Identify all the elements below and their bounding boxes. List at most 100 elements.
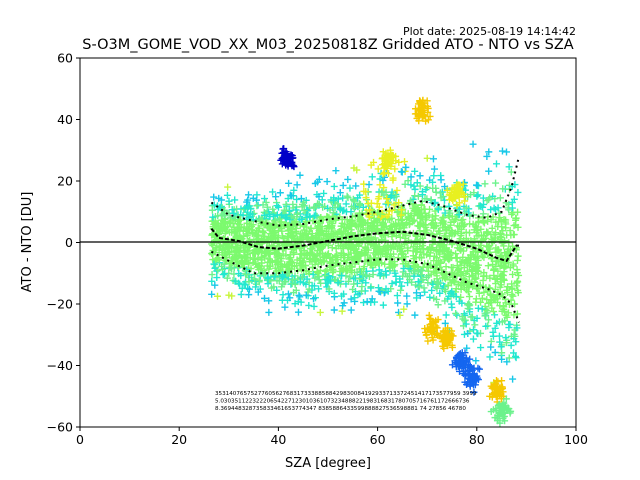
data-point (450, 188, 458, 196)
data-point (412, 248, 420, 256)
data-point (330, 182, 338, 190)
data-point (282, 245, 290, 253)
data-point (293, 210, 301, 218)
data-point (342, 200, 350, 208)
data-point (260, 211, 268, 219)
data-point (318, 196, 326, 204)
data-point (510, 222, 518, 230)
data-point (495, 218, 503, 226)
data-point (282, 213, 290, 221)
data-point (240, 260, 248, 268)
data-point (262, 198, 270, 206)
data-point (414, 222, 422, 230)
data-point (513, 324, 521, 332)
data-point (448, 268, 456, 276)
data-point (336, 267, 344, 275)
data-point (296, 233, 304, 241)
data-point (484, 262, 492, 270)
data-point (470, 278, 478, 286)
data-point (332, 245, 340, 253)
data-point (505, 354, 513, 362)
data-point (287, 257, 295, 265)
data-point (208, 271, 216, 279)
data-point (338, 249, 346, 257)
data-point (509, 242, 517, 250)
data-point (217, 220, 225, 228)
data-point (360, 235, 368, 243)
data-point (321, 267, 329, 275)
data-point (276, 221, 284, 229)
data-point (504, 248, 512, 256)
data-point (488, 304, 496, 312)
data-point (303, 275, 311, 283)
data-point (374, 284, 382, 292)
data-point (459, 280, 467, 288)
data-point (460, 179, 468, 187)
data-point (311, 274, 319, 282)
data-point (268, 284, 276, 292)
data-point (264, 237, 272, 245)
data-point (478, 305, 486, 313)
data-point (353, 268, 361, 276)
data-point (370, 223, 378, 231)
data-point (428, 237, 436, 245)
data-point (339, 302, 347, 310)
data-points (208, 96, 523, 427)
data-point (508, 210, 516, 218)
data-point (278, 283, 286, 291)
data-point (330, 209, 338, 217)
data-point (237, 290, 245, 298)
data-point (460, 330, 468, 338)
data-point (433, 278, 441, 286)
data-point (347, 208, 355, 216)
data-point (300, 206, 308, 214)
data-point (231, 196, 239, 204)
data-point (293, 181, 301, 189)
data-point (365, 213, 373, 221)
data-point (492, 280, 500, 288)
data-point (368, 295, 376, 303)
data-point (514, 286, 522, 294)
data-point (243, 208, 251, 216)
data-point (469, 326, 477, 334)
data-point (432, 247, 440, 255)
data-point (376, 271, 384, 279)
data-point (389, 242, 397, 250)
data-point (383, 195, 391, 203)
data-point (461, 259, 469, 267)
data-point (401, 209, 409, 217)
data-point (494, 247, 502, 255)
data-point (463, 381, 471, 389)
data-point (449, 332, 457, 340)
data-point (241, 204, 249, 212)
data-point (293, 256, 301, 264)
data-point (403, 292, 411, 300)
data-point (261, 294, 269, 302)
data-point (500, 242, 508, 250)
data-point (367, 284, 375, 292)
y-tick-label: 60 (57, 51, 73, 66)
data-point (215, 233, 223, 241)
data-point (483, 230, 491, 238)
data-point (417, 201, 425, 209)
data-point (428, 244, 436, 252)
data-point (448, 303, 456, 311)
data-point (397, 286, 405, 294)
data-point (492, 179, 500, 187)
data-point (426, 249, 434, 257)
data-point (469, 140, 477, 148)
data-point (253, 202, 261, 210)
data-point (367, 298, 375, 306)
data-point (307, 224, 315, 232)
data-point (439, 342, 447, 350)
data-point (433, 284, 441, 292)
data-point (414, 192, 422, 200)
data-point (464, 288, 472, 296)
data-point (495, 400, 503, 408)
data-point (296, 293, 304, 301)
data-point (363, 251, 371, 259)
data-point (413, 294, 421, 302)
data-point (344, 267, 352, 275)
data-point (496, 278, 504, 286)
data-point (369, 271, 377, 279)
